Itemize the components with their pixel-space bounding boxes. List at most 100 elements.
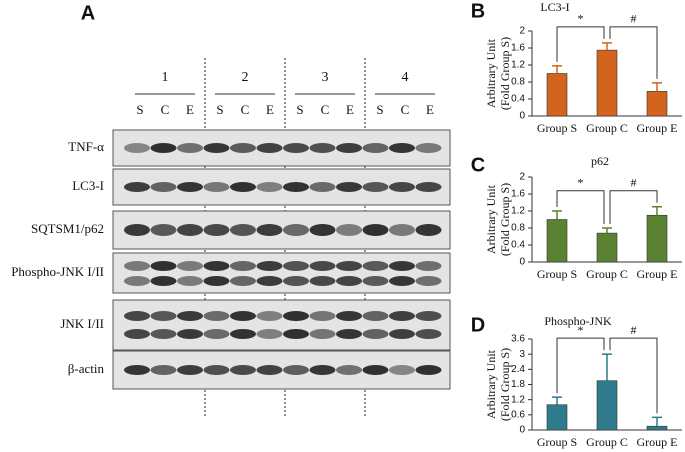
y-tick-label: 2 xyxy=(519,172,525,183)
panel-letter: D xyxy=(471,314,485,336)
blot-strip xyxy=(112,252,451,294)
blot-band xyxy=(309,329,336,339)
blot-band xyxy=(124,276,150,286)
blot-band xyxy=(150,311,177,321)
y-tick-label: 0.8 xyxy=(511,77,525,88)
blot-band xyxy=(309,143,336,153)
significance-mark: # xyxy=(631,323,637,337)
row-label: β-actin xyxy=(68,361,105,376)
y-axis-label: (Fold Group S) xyxy=(498,183,512,256)
blot-band xyxy=(389,261,415,271)
bar xyxy=(646,425,668,431)
group-label: 1 xyxy=(162,70,169,85)
lane-label: C xyxy=(321,102,330,117)
blot-band xyxy=(256,365,283,375)
row-label: LC3-I xyxy=(72,178,104,193)
blot-band xyxy=(309,182,336,192)
y-tick-label: 0 xyxy=(519,257,525,268)
blot-band xyxy=(362,329,389,339)
blot-band xyxy=(256,224,283,236)
blot-band xyxy=(124,224,150,236)
blot-band xyxy=(362,143,389,153)
blot-band xyxy=(203,329,230,339)
blot-band xyxy=(309,261,336,271)
blot-band xyxy=(336,182,362,192)
y-axis-label: Arbitrary Unit xyxy=(484,184,498,254)
blot-band xyxy=(309,276,336,286)
bar xyxy=(596,380,618,431)
blot-band xyxy=(309,224,336,236)
y-tick-label: 3.6 xyxy=(511,334,525,345)
bar xyxy=(596,232,618,263)
blot-band xyxy=(177,365,203,375)
blot-band xyxy=(177,224,203,236)
bar xyxy=(546,73,568,117)
bar xyxy=(546,219,568,263)
lane-label: E xyxy=(426,102,434,117)
blot-band xyxy=(203,182,230,192)
chart-title: LC3-I xyxy=(540,0,569,14)
y-tick-label: 1.6 xyxy=(511,189,525,200)
blot-band xyxy=(309,365,336,375)
blot-band xyxy=(203,261,230,271)
blot-band xyxy=(389,224,415,236)
blot-band xyxy=(415,261,442,271)
blot-band xyxy=(230,224,256,236)
blot-band xyxy=(177,276,203,286)
blot-band xyxy=(203,365,230,375)
y-tick-label: 0 xyxy=(519,425,525,436)
blot-band xyxy=(283,224,309,236)
lane-label: C xyxy=(401,102,410,117)
blot-band xyxy=(177,143,203,153)
blot-band xyxy=(283,261,309,271)
group-label: 2 xyxy=(242,70,249,85)
y-axis-label: Arbitrary Unit xyxy=(484,38,498,108)
blot-band xyxy=(256,143,283,153)
blot-band xyxy=(336,143,362,153)
lane-label: S xyxy=(296,102,303,117)
blot-band xyxy=(336,224,362,236)
blot-band xyxy=(124,311,150,321)
bar xyxy=(596,49,618,117)
y-tick-label: 2 xyxy=(519,26,525,37)
significance-mark: # xyxy=(631,176,637,190)
blot-band xyxy=(256,182,283,192)
x-tick-label: Group E xyxy=(637,435,678,449)
lane-label: E xyxy=(186,102,194,117)
blot-band xyxy=(230,261,256,271)
y-tick-label: 0 xyxy=(519,111,525,122)
blot-band xyxy=(230,276,256,286)
x-tick-label: Group S xyxy=(537,267,577,281)
blot-band xyxy=(283,276,309,286)
blot-band xyxy=(230,143,256,153)
blot-band xyxy=(177,261,203,271)
significance-mark: # xyxy=(631,12,637,26)
significance-bracket xyxy=(609,190,658,224)
y-tick-label: 0.6 xyxy=(511,409,525,420)
blot-band xyxy=(124,329,150,339)
blot-band xyxy=(415,143,442,153)
blot-band xyxy=(362,261,389,271)
blot-band xyxy=(415,182,442,192)
blot-band xyxy=(256,276,283,286)
significance-bracket xyxy=(556,26,605,62)
panel-letter: B xyxy=(471,0,485,22)
blot-band xyxy=(256,261,283,271)
blot-strip xyxy=(112,299,451,351)
blot-band xyxy=(203,143,230,153)
x-tick-label: Group E xyxy=(637,121,678,135)
row-label: SQTSM1/p62 xyxy=(31,221,104,236)
blot-band xyxy=(150,365,177,375)
blot-band xyxy=(256,311,283,321)
blot-band xyxy=(177,311,203,321)
blot-band xyxy=(283,329,309,339)
blot-band xyxy=(150,224,177,236)
panel-letter: A xyxy=(81,2,95,24)
blot-band xyxy=(283,143,309,153)
blot-band xyxy=(203,224,230,236)
lane-label: E xyxy=(266,102,274,117)
y-tick-label: 0.4 xyxy=(511,94,525,105)
y-tick-label: 1.8 xyxy=(511,379,525,390)
x-tick-label: Group S xyxy=(537,435,577,449)
blot-band xyxy=(415,365,442,375)
